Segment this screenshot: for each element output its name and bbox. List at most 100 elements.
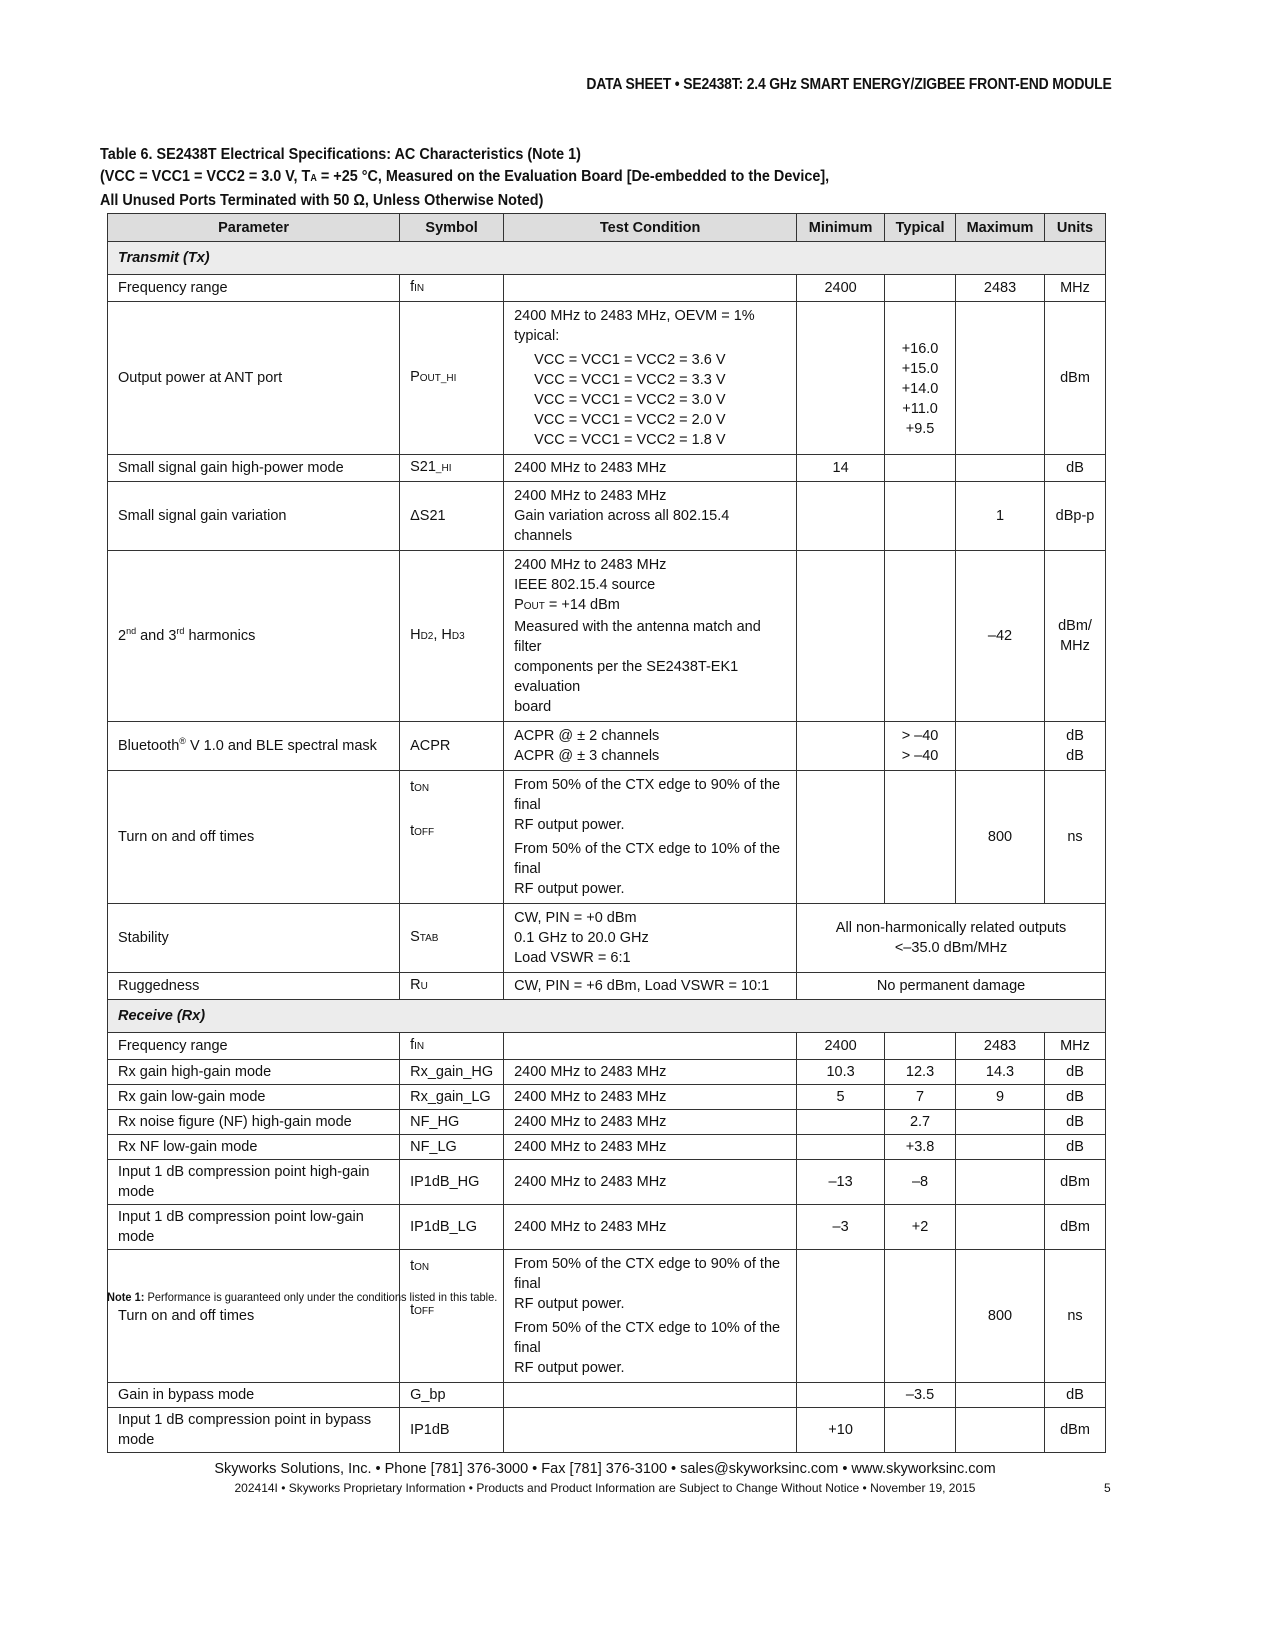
- text: RF output power.: [514, 881, 625, 897]
- table-row: Gain in bypass mode G_bp –3.5 dB: [106, 1382, 1106, 1408]
- symbol-cell: fIN: [399, 1032, 505, 1060]
- min-value: 5: [836, 1089, 845, 1105]
- symbol-cell: IP1dB: [399, 1407, 505, 1453]
- subscript: IN: [414, 1041, 425, 1052]
- section-label: Transmit (Tx): [107, 241, 1106, 275]
- units-cell: dBm/MHz: [1044, 550, 1106, 722]
- text: Measured with the antenna match and filt…: [514, 619, 761, 655]
- table-row: Input 1 dB compression point low-gain mo…: [106, 1204, 1106, 1250]
- typ-cell: +16.0 +15.0 +14.0 +11.0 +9.5: [884, 301, 957, 455]
- text: CW, PIN = +6 dBm, Load VSWR = 10:1: [514, 978, 770, 994]
- subscript: U: [420, 981, 428, 992]
- text: From 50% of the CTX edge to 90% of the f…: [514, 777, 781, 813]
- condition-line: From 50% of the CTX edge to 90% of the f…: [514, 775, 786, 815]
- typ-cell: [884, 274, 957, 302]
- symbol-line: IP1dB_LG: [410, 1217, 493, 1237]
- text: Output power at ANT port: [118, 370, 283, 386]
- typ-cell: 2.7: [884, 1109, 957, 1135]
- text: S21: [410, 459, 436, 475]
- min-cell: 14: [796, 454, 886, 482]
- title-line-2: (VCC = VCC1 = VCC2 = 3.0 V, TA = +25 °C,…: [100, 166, 829, 190]
- symbol-cell: tON tOFF: [399, 1249, 505, 1383]
- table-row: Bluetooth® V 1.0 and BLE spectral mask AC…: [106, 721, 1106, 771]
- typ-cell: 12.3: [884, 1059, 957, 1085]
- text: IEEE 802.15.4 source: [514, 577, 656, 593]
- condition-line: RF output power.: [514, 879, 786, 899]
- max-cell: [955, 1204, 1045, 1250]
- symbol-cell: HD2, HD3: [399, 550, 505, 722]
- typ-value: +11.0: [902, 401, 938, 417]
- condition-line: 2400 MHz to 2483 MHz, OEVM = 1% typical:: [514, 306, 786, 346]
- title-text: (VCC = VCC1 = VCC2 = 3.0 V, T: [100, 168, 311, 185]
- condition-cell: ACPR @ ± 2 channels ACPR @ ± 3 channels: [503, 721, 798, 771]
- condition-line: POUT = +14 dBm: [514, 595, 786, 617]
- min-cell: [796, 1382, 886, 1408]
- text: Input 1 dB compression point low-gain mo…: [118, 1209, 364, 1245]
- symbol-line: POUT_HI: [410, 367, 493, 389]
- min-cell: [796, 721, 886, 771]
- typ-cell: [884, 1407, 957, 1453]
- condition-line: From 50% of the CTX edge to 10% of the f…: [514, 839, 786, 879]
- condition-cell: [503, 1032, 798, 1060]
- condition-cell: 2400 MHz to 2483 MHz: [503, 1084, 798, 1110]
- page-number: 5: [1104, 1481, 1111, 1495]
- text: ΔS21: [410, 508, 446, 524]
- condition-cell: 2400 MHz to 2483 MHz: [503, 1134, 798, 1160]
- parameter-cell: Rx noise figure (NF) high-gain mode: [106, 1109, 401, 1135]
- units-value: dB: [1066, 1139, 1084, 1155]
- subscript: D2: [420, 631, 434, 642]
- note-text: Performance is guaranteed only under the…: [144, 1290, 498, 1304]
- text: t: [410, 779, 415, 795]
- typ-cell: [884, 550, 957, 722]
- typ-cell: –3.5: [884, 1382, 957, 1408]
- column-header: Parameter: [106, 213, 401, 242]
- condition-cell: 2400 MHz to 2483 MHz: [503, 454, 798, 482]
- max-cell: [955, 1382, 1045, 1408]
- min-cell: [796, 1249, 886, 1383]
- text: Gain variation across all 802.15.4 chann…: [514, 508, 730, 544]
- units-value: dBm: [1060, 1174, 1090, 1190]
- max-cell: [955, 454, 1045, 482]
- table-row: Frequency range fIN 2400 2483 MHz: [106, 274, 1106, 302]
- condition-line: 2400 MHz to 2483 MHz: [514, 1217, 786, 1237]
- table-row: 2nd and 3rd harmonics HD2, HD3 2400 MHz to…: [106, 550, 1106, 722]
- min-cell: [796, 550, 886, 722]
- parameter-cell: Frequency range: [106, 1032, 401, 1060]
- symbol-cell: IP1dB_LG: [399, 1204, 505, 1250]
- condition-cell: From 50% of the CTX edge to 90% of the f…: [503, 770, 798, 904]
- units-value: dBm/: [1058, 618, 1092, 634]
- min-value: 10.3: [826, 1064, 855, 1080]
- condition-line: 2400 MHz to 2483 MHz: [514, 486, 786, 506]
- max-cell: –42: [955, 550, 1045, 722]
- units-value: dB: [1066, 1387, 1084, 1403]
- units-value: dB: [1066, 748, 1084, 764]
- condition-cell: 2400 MHz to 2483 MHz Gain variation acros…: [503, 481, 798, 551]
- condition-line: RF output power.: [514, 1294, 786, 1314]
- superscript: ®: [179, 736, 186, 747]
- parameter-cell: Gain in bypass mode: [106, 1382, 401, 1408]
- typ-value: –8: [911, 1174, 929, 1190]
- text: V 1.0 and BLE spectral mask: [185, 738, 377, 754]
- text: From 50% of the CTX edge to 10% of the f…: [514, 1320, 781, 1356]
- symbol-line: tOFF: [410, 1300, 493, 1322]
- typ-cell: [884, 1249, 957, 1383]
- text: 0.1 GHz to 20.0 GHz: [514, 930, 649, 946]
- units-cell: dB: [1044, 1134, 1106, 1160]
- min-cell: –3: [796, 1204, 886, 1250]
- symbol-line: G_bp: [410, 1385, 493, 1405]
- min-cell: [796, 1134, 886, 1160]
- typ-value: 2.7: [909, 1114, 931, 1130]
- symbol-cell: Rx_gain_LG: [399, 1084, 505, 1110]
- text: ACPR: [410, 738, 451, 754]
- condition-cell: 2400 MHz to 2483 MHz: [503, 1159, 798, 1205]
- text: t: [410, 823, 415, 839]
- condition-cell: CW, PIN = +6 dBm, Load VSWR = 10:1: [503, 972, 798, 1000]
- text: , H: [433, 627, 452, 643]
- text: f: [410, 1037, 415, 1053]
- condition-line: VCC = VCC1 = VCC2 = 1.8 V: [534, 432, 726, 448]
- units-value: dB: [1066, 460, 1084, 476]
- symbol-line: tON: [410, 1256, 493, 1278]
- superscript: rd: [176, 626, 185, 637]
- text: 2400 MHz to 2483 MHz, OEVM = 1% typical:: [514, 308, 755, 344]
- min-value: –3: [832, 1219, 849, 1235]
